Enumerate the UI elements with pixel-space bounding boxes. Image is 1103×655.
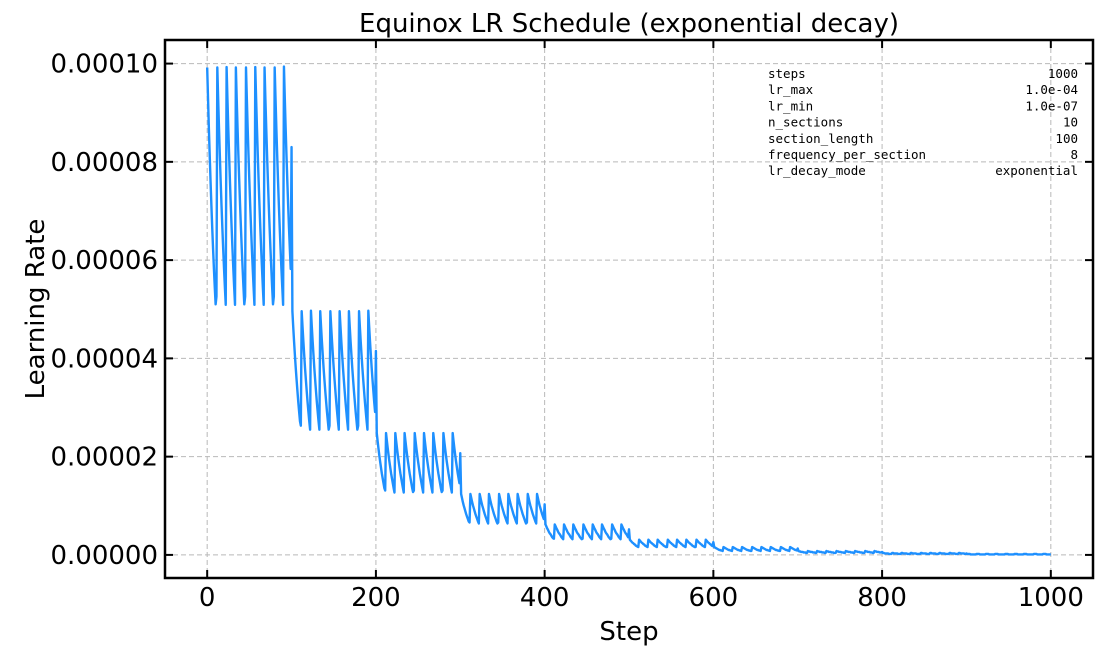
grid: [165, 40, 1093, 578]
info-value: 1000: [1048, 66, 1078, 81]
info-key: lr_max: [768, 82, 814, 97]
info-value: exponential: [995, 163, 1078, 178]
x-tick-label: 400: [520, 583, 570, 613]
info-value: 100: [1055, 131, 1078, 146]
x-tick-label: 200: [351, 583, 401, 613]
y-tick-label: 0.00004: [50, 344, 158, 374]
info-key: steps: [768, 66, 806, 81]
info-key: lr_decay_mode: [768, 163, 866, 178]
y-axis-label: Learning Rate: [21, 219, 51, 400]
lr-series-line: [205, 65, 1052, 556]
chart-title: Equinox LR Schedule (exponential decay): [359, 9, 899, 39]
y-tick-label: 0.00006: [50, 246, 158, 276]
x-axis-label: Step: [599, 617, 658, 647]
series-layer: [205, 65, 1052, 556]
x-tick-label: 800: [857, 583, 907, 613]
info-key: lr_min: [768, 98, 813, 113]
y-tick-label: 0.00008: [50, 148, 158, 178]
info-key: section_length: [768, 131, 873, 146]
axes-frame: [163, 38, 1095, 580]
x-tick-label: 600: [689, 583, 739, 613]
x-tick-label: 0: [199, 583, 216, 613]
info-box: steps 1000 lr_max 1.0e-04 lr_min 1.0e-07 n_sec…: [768, 66, 1078, 178]
y-tick-label: 0.00010: [50, 50, 158, 80]
info-value: 1.0e-04: [1025, 82, 1078, 97]
info-value: 1.0e-07: [1025, 98, 1078, 113]
info-value: 10: [1063, 115, 1078, 130]
ticks: 0 200 400 600 800 1000 0.00000 0.00002 0.00004 0.…: [50, 40, 1093, 613]
x-tick-label: 1000: [1018, 583, 1084, 613]
info-key: n_sections: [768, 115, 843, 130]
y-tick-label: 0.00000: [50, 541, 158, 571]
info-key: frequency_per_section: [768, 147, 926, 162]
info-value: 8: [1070, 147, 1078, 162]
y-tick-label: 0.00002: [50, 443, 158, 473]
